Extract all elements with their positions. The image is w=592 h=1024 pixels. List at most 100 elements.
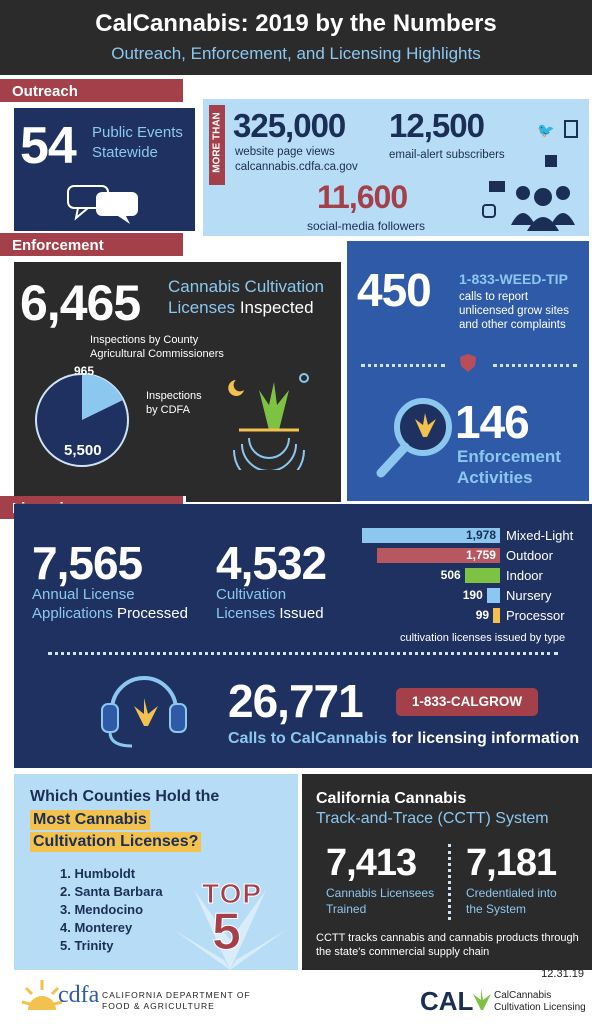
email-label: email-alert subscribers: [389, 149, 505, 161]
bar-category-label: Processor: [506, 608, 565, 623]
credentialed-label-2: the System: [466, 902, 527, 916]
tip-panel: 450 1-833-WEED-TIP calls to report unlic…: [344, 238, 592, 504]
page-views-label: website page views: [235, 146, 335, 158]
top-number: 5: [212, 903, 242, 962]
county-note-1: Inspections by County: [90, 334, 199, 346]
activities-number: 146: [455, 396, 530, 448]
counties-title-3: Cultivation Licenses?: [30, 832, 202, 852]
bar-category-label: Mixed-Light: [506, 528, 574, 543]
cdfa-note-1: Inspections: [146, 390, 202, 402]
tip-desc-1: calls to report: [459, 291, 529, 303]
inspections-pie-chart: [35, 373, 129, 467]
county-note-2: Agricultural Commissioners: [90, 348, 224, 360]
page-subtitle: Outreach, Enforcement, and Licensing Hig…: [111, 44, 481, 63]
badge-icon: [460, 354, 476, 372]
bar-nursery: [486, 588, 500, 603]
outreach-events-panel: 54 Public Events Statewide: [14, 108, 195, 231]
issued-label-1: Cultivation: [216, 586, 287, 603]
footer-date: 12.31.19: [541, 968, 584, 980]
trained-label-2: Trained: [326, 902, 367, 916]
tip-number: 450: [357, 264, 432, 316]
enforcement-tab: Enforcement: [0, 233, 186, 259]
more-than-badge: MORE THAN: [209, 105, 225, 185]
inspections-panel: 6,465 Cannabis Cultivation Licenses Insp…: [14, 262, 341, 502]
cctt-desc-1: CCTT tracks cannabis and cannabis produc…: [316, 932, 579, 944]
bar-mixed-light: [362, 528, 500, 543]
cdfa-name-2: FOOD & AGRICULTURE: [102, 1001, 215, 1011]
credentialed-number: 7,181: [466, 842, 557, 884]
bar-value-label: 1,759: [465, 548, 496, 562]
chat-bubbles-icon: [67, 185, 138, 224]
counties-panel: Which Counties Hold the Most Cannabis Cu…: [14, 774, 298, 970]
calcannabis-logo: CAL CalCannabis Cultivation Licensing: [420, 982, 592, 1022]
bar-outdoor: [377, 548, 500, 563]
activities-label-2: Activities: [457, 468, 533, 487]
issued-label-2: Licenses Issued: [216, 605, 324, 622]
counties-list: 1. Humboldt 2. Santa Barbara 3. Mendocin…: [60, 866, 163, 956]
page-views-number: 325,000: [233, 107, 346, 144]
county-slice: [82, 374, 123, 420]
outreach-tab: Outreach: [0, 79, 186, 105]
bar-value-label: 190: [462, 588, 483, 602]
bar-value-label: 506: [440, 568, 461, 582]
calgrow-badge: 1-833-CALGROW: [396, 688, 538, 716]
divider: [361, 364, 445, 367]
cal-name-2: Cultivation Licensing: [494, 1002, 586, 1013]
counties-title-1: Which Counties Hold the: [30, 788, 220, 805]
bar-value-label: 1,978: [465, 528, 496, 542]
divider: [493, 364, 577, 367]
issued-number: 4,532: [216, 537, 327, 589]
headset-icon: [101, 676, 187, 748]
trained-number: 7,413: [326, 842, 417, 884]
credentialed-label-1: Credentialed into: [466, 886, 557, 900]
magnifier-leaf-icon: [376, 398, 452, 478]
cannabis-leaf-sun-icon: [228, 373, 309, 470]
applications-label-2: Applications Processed: [32, 605, 188, 622]
cctt-title-2: Track-and-Trace (CCTT) System: [316, 810, 549, 827]
bar-value-label: 99: [475, 608, 490, 622]
licensing-panel: 7,565 Annual License Applications Proces…: [14, 504, 592, 768]
inspected-number: 6,465: [20, 275, 141, 331]
license-type-bar-chart: 1,978 Mixed-Light 1,759 Outdoor 506 Indoor 190…: [362, 528, 592, 628]
cdfa-value: 5,500: [64, 442, 102, 459]
social-media-users-icon: 🐦: [482, 120, 578, 231]
page-title: CalCannabis: 2019 by the Numbers: [95, 10, 497, 37]
list-item: 1. Humboldt: [60, 866, 136, 881]
outreach-web-panel: MORE THAN 325,000 website page views cal…: [200, 96, 592, 239]
applications-number: 7,565: [32, 537, 143, 589]
list-item: 5. Trinity: [60, 938, 114, 953]
bar-indoor: [464, 568, 500, 583]
trained-label-1: Cannabis Licensees: [326, 886, 435, 900]
page-views-site: calcannabis.cdfa.ca.gov: [235, 161, 358, 173]
list-item: 2. Santa Barbara: [60, 884, 163, 899]
cal-wordmark: CAL: [420, 986, 474, 1016]
cdfa-note-2: by CDFA: [146, 404, 191, 416]
cctt-desc-2: the state's commercial supply chain: [316, 946, 490, 958]
top-word: TOP: [201, 878, 263, 910]
list-item: 3. Mendocino: [60, 902, 144, 917]
tip-desc-3: and other complaints: [459, 319, 566, 331]
cdfa-name-1: CALIFORNIA DEPARTMENT OF: [102, 990, 251, 1000]
leaf-icon: [473, 988, 491, 1010]
tip-desc-2: unlicensed grow sites: [459, 305, 569, 317]
cdfa-wordmark: cdfa: [58, 982, 100, 1008]
bar-category-label: Indoor: [506, 568, 543, 583]
chart-caption: cultivation licenses issued by type: [400, 632, 566, 644]
county-value: 965: [74, 364, 95, 378]
bar-processor: [493, 608, 500, 623]
svg-text:🐦: 🐦: [537, 123, 554, 139]
inspected-label-1: Cannabis Cultivation: [168, 277, 324, 296]
cal-name-1: CalCannabis: [494, 990, 552, 1001]
events-label-1: Public Events: [92, 124, 183, 141]
divider: [48, 652, 558, 655]
email-number: 12,500: [389, 107, 485, 144]
tip-line: 1-833-WEED-TIP: [459, 271, 568, 287]
inspected-label-2: Licenses Inspected: [168, 298, 314, 317]
header: CalCannabis: 2019 by the Numbers Outreac…: [0, 0, 592, 75]
cctt-title-1: California Cannabis: [316, 790, 467, 807]
cdfa-logo: cdfa CALIFORNIA DEPARTMENT OF FOOD & AGR…: [20, 972, 260, 1022]
counties-title-2: Most Cannabis: [30, 810, 150, 830]
cctt-panel: California Cannabis Track-and-Trace (CCT…: [302, 774, 592, 970]
calls-label: Calls to CalCannabis for licensing infor…: [228, 730, 580, 747]
sun-icon: [21, 980, 63, 1010]
